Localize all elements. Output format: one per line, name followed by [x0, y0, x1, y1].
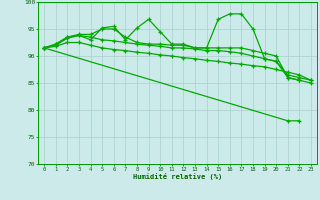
X-axis label: Humidité relative (%): Humidité relative (%)	[133, 173, 222, 180]
